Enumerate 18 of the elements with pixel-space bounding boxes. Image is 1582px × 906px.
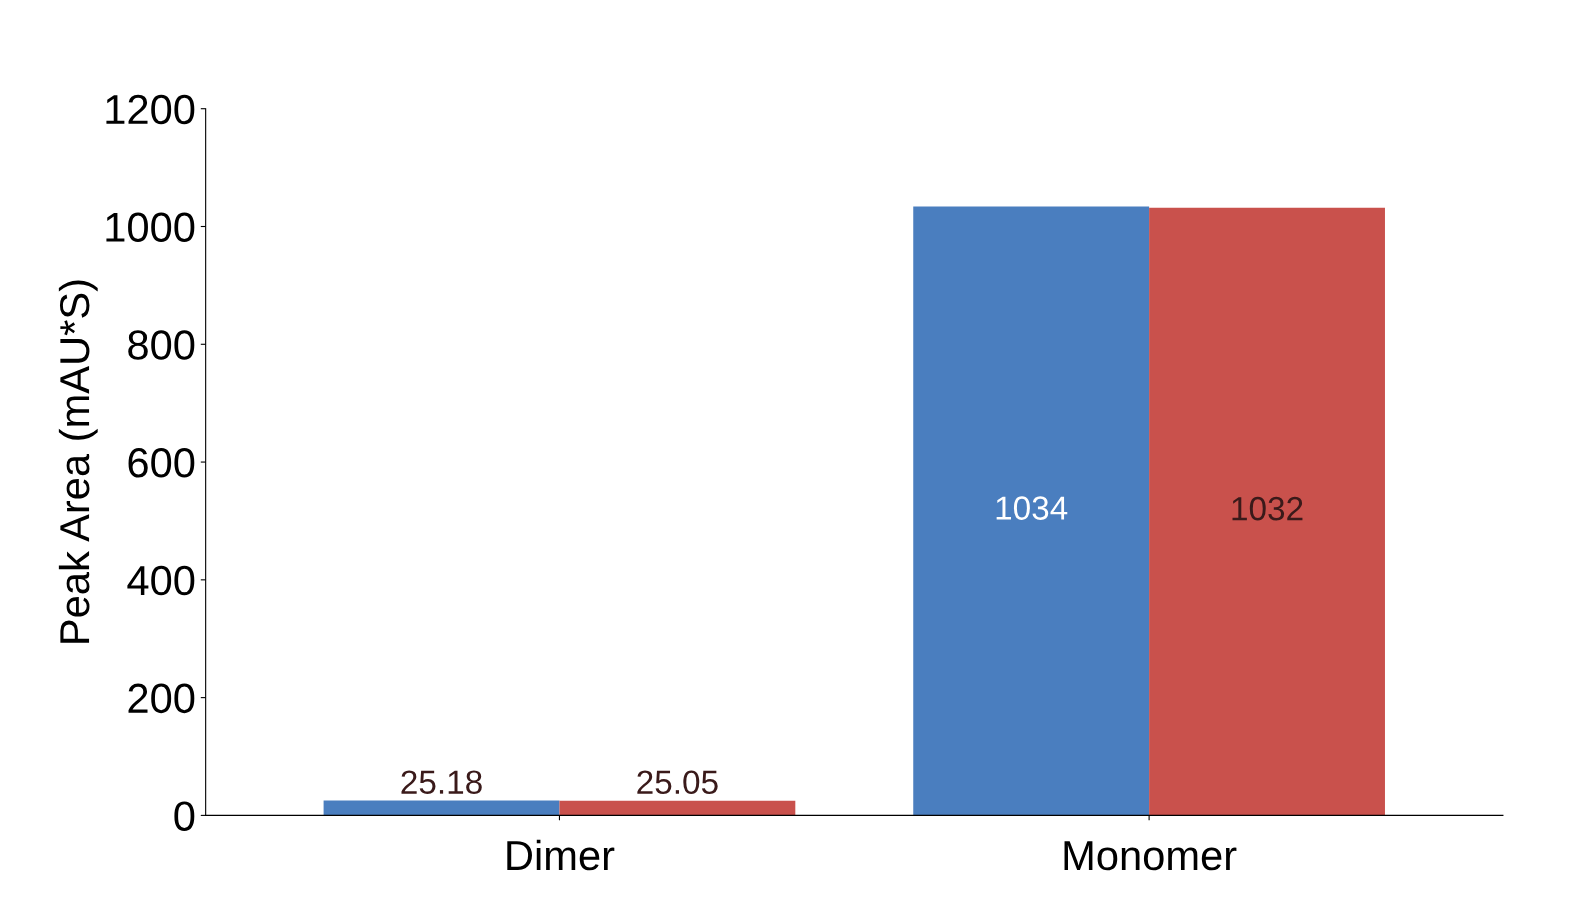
y-tick-label: 0: [174, 801, 195, 831]
data-label: 25.18: [401, 770, 482, 794]
x-tick-label: Dimer: [507, 839, 615, 871]
y-tick-label: 600: [128, 448, 195, 478]
data-label: 25.05: [637, 770, 718, 795]
bar: [323, 800, 560, 816]
y-tick-label: 1000: [106, 212, 195, 243]
bar: [1149, 207, 1385, 816]
y-axis-title: Peak Area (mAU*S): [58, 280, 98, 643]
y-tick-label: 1200: [106, 94, 195, 125]
y-tick-label: 400: [127, 565, 195, 596]
x-tick-label: Monomer: [1064, 841, 1237, 871]
y-tick-label: 200: [128, 683, 195, 714]
y-tick-label: 800: [128, 330, 195, 360]
bar: [913, 206, 1150, 816]
data-label: 1034: [996, 496, 1068, 520]
bar: [559, 800, 796, 816]
data-label: 1032: [1232, 496, 1303, 521]
